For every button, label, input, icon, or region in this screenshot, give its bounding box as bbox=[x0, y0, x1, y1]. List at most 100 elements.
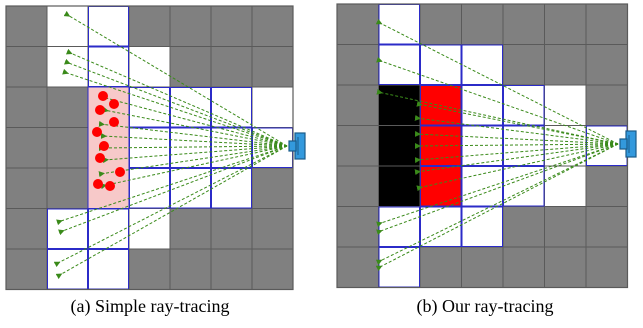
ray-arrow bbox=[58, 145, 288, 236]
detected-cell-black bbox=[378, 84, 421, 126]
occupied-cell bbox=[336, 3, 379, 45]
ray-arrow bbox=[100, 132, 288, 147]
ray-arrow bbox=[376, 88, 619, 145]
visited-cell-border bbox=[461, 44, 503, 85]
ray-arrow bbox=[102, 106, 288, 147]
free-cell bbox=[87, 5, 130, 47]
caption-our-ray-tracing: (b) Our ray-tracing bbox=[416, 296, 554, 316]
occupied-cell bbox=[251, 5, 294, 47]
panel-simple-ray-tracing bbox=[5, 5, 306, 291]
ray-arrow bbox=[100, 93, 288, 147]
hit-point bbox=[93, 179, 103, 189]
ray-arrow bbox=[376, 143, 619, 236]
free-cell bbox=[251, 86, 294, 128]
occupied-cell bbox=[544, 44, 587, 86]
occupied-cell bbox=[419, 3, 462, 45]
occupied-cell bbox=[5, 86, 48, 128]
occupied-cell bbox=[461, 3, 504, 45]
visited-cell-border bbox=[211, 87, 252, 128]
free-cell bbox=[378, 44, 421, 86]
occupied-cell bbox=[336, 125, 379, 167]
visited-cell-border bbox=[461, 85, 503, 126]
free-cell bbox=[46, 5, 89, 47]
hit-point bbox=[95, 105, 105, 115]
occupied-cell bbox=[461, 246, 504, 288]
visited-cell-border bbox=[211, 127, 252, 168]
free-cell bbox=[210, 127, 253, 169]
free-cell bbox=[544, 125, 587, 167]
ray-arrow bbox=[416, 143, 619, 192]
occupied-cell bbox=[544, 206, 587, 248]
detected-cell-black bbox=[378, 165, 421, 207]
visited-cell-border bbox=[129, 168, 170, 209]
ray-arrow bbox=[414, 130, 619, 145]
hit-point bbox=[115, 167, 125, 177]
occupied-cell bbox=[336, 84, 379, 126]
occupied-cell bbox=[128, 5, 171, 47]
ray-arrow bbox=[62, 68, 288, 147]
occupied-cell bbox=[585, 246, 628, 288]
visited-cell-border bbox=[461, 206, 503, 247]
occupied-cell bbox=[5, 248, 48, 290]
occupied-cell bbox=[46, 86, 89, 128]
occupied-cell bbox=[251, 208, 294, 250]
occupied-cell bbox=[210, 248, 253, 290]
occupied-cell bbox=[419, 246, 462, 288]
free-cell bbox=[128, 167, 171, 209]
hit-point bbox=[92, 127, 102, 137]
visited-cell-border bbox=[170, 127, 211, 168]
visited-cell-border bbox=[503, 125, 545, 166]
occupied-cell bbox=[128, 248, 171, 290]
occupied-cell bbox=[46, 127, 89, 169]
occupied-cell bbox=[502, 3, 545, 45]
ray-arrow bbox=[98, 145, 288, 152]
occupied-cell bbox=[251, 46, 294, 88]
occupied-cell bbox=[585, 44, 628, 86]
occupied-cell bbox=[5, 208, 48, 250]
occupied-cell bbox=[5, 5, 48, 47]
occupied-cell bbox=[169, 208, 212, 250]
lidar-sensor-icon bbox=[288, 132, 306, 160]
free-cell bbox=[544, 165, 587, 207]
ray-arrow bbox=[53, 145, 288, 268]
occupied-cell bbox=[544, 3, 587, 45]
free-cell bbox=[87, 46, 130, 88]
free-cell bbox=[378, 3, 421, 45]
free-cell bbox=[169, 86, 212, 128]
free-cell bbox=[87, 208, 130, 250]
free-cell bbox=[169, 127, 212, 169]
ray-arrow bbox=[375, 143, 619, 272]
ray-arrow bbox=[376, 143, 619, 228]
free-cell bbox=[87, 248, 130, 290]
free-cell bbox=[461, 44, 504, 86]
ray-arrow bbox=[63, 10, 288, 147]
occupied-cell bbox=[502, 44, 545, 86]
occupied-cell bbox=[585, 3, 628, 45]
free-cell bbox=[461, 84, 504, 126]
ray-arrow bbox=[100, 145, 288, 190]
ray-arrow bbox=[376, 56, 619, 145]
occupied-cell bbox=[502, 206, 545, 248]
hit-point bbox=[109, 117, 119, 127]
occupied-cell bbox=[544, 246, 587, 288]
occupied-cell bbox=[585, 84, 628, 126]
ray-arrow bbox=[98, 120, 288, 147]
occupied-cell bbox=[585, 165, 628, 207]
occupied-cell bbox=[169, 248, 212, 290]
free-cell bbox=[46, 46, 89, 88]
free-cell bbox=[46, 248, 89, 290]
occupied-cell bbox=[46, 167, 89, 209]
ray-arrow bbox=[414, 114, 619, 145]
free-cell bbox=[461, 165, 504, 207]
ray-arrow bbox=[414, 143, 619, 176]
occupied-cell bbox=[5, 167, 48, 209]
hit-point bbox=[105, 181, 115, 191]
ray-arrow bbox=[416, 100, 619, 145]
panel-our-ray-tracing bbox=[336, 3, 637, 289]
detected-cell-black bbox=[378, 125, 421, 167]
occupied-cell bbox=[336, 165, 379, 207]
free-cell bbox=[502, 84, 545, 126]
free-cell bbox=[419, 206, 462, 248]
ray-arrow bbox=[98, 145, 288, 178]
